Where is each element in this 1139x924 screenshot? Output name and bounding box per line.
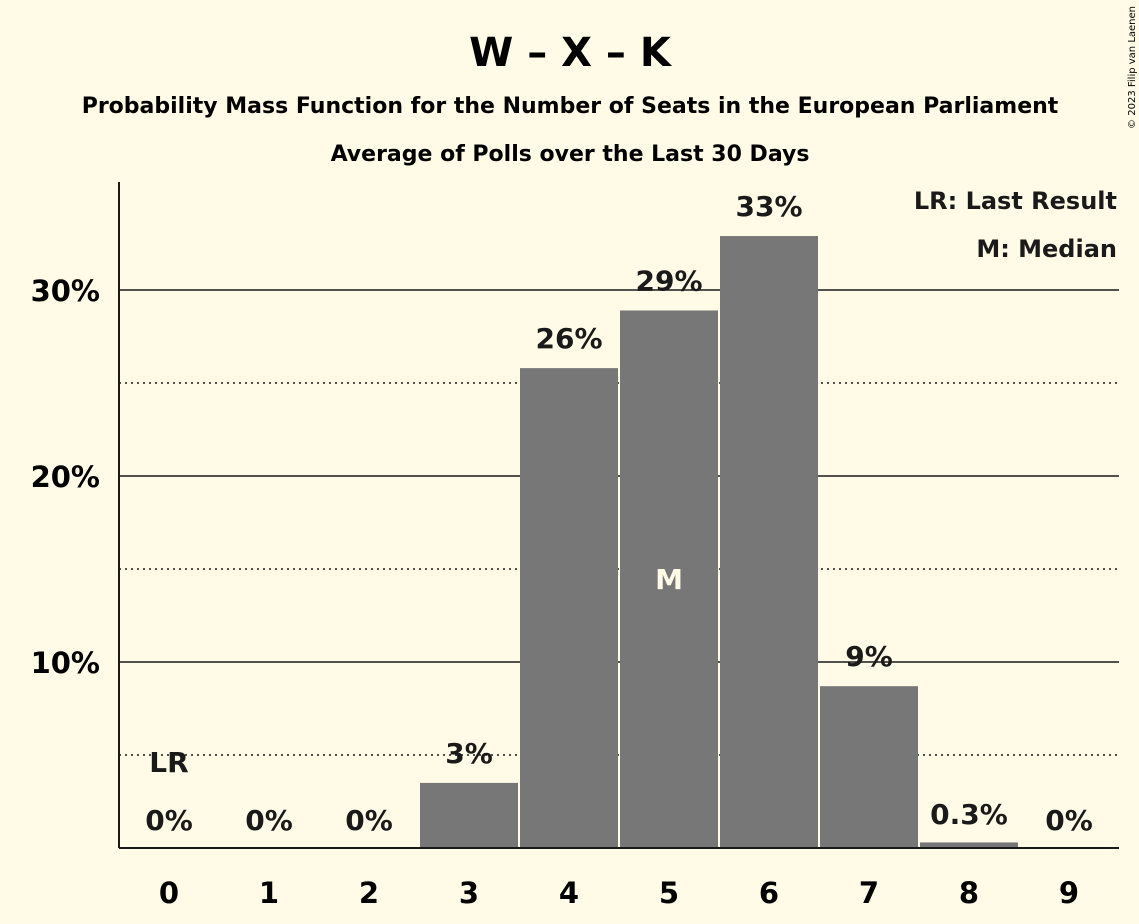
last-result-marker: LR [149, 746, 188, 779]
data-label: 0% [1045, 804, 1093, 837]
y-tick-label: 10% [31, 646, 100, 680]
axes: 10% 20% 30% 0 1 2 3 4 5 6 7 8 9 [31, 182, 1119, 910]
bar [420, 782, 518, 848]
x-tick-label: 3 [459, 876, 479, 910]
x-tick-label: 4 [559, 876, 579, 910]
data-label: 0% [145, 804, 193, 837]
chart-subtitle-2: Average of Polls over the Last 30 Days [331, 142, 810, 167]
y-tick-label: 30% [31, 274, 100, 308]
bar [920, 842, 1018, 848]
bar [720, 236, 818, 848]
y-tick-label: 20% [31, 460, 100, 494]
gridlines [119, 289, 1119, 756]
x-tick-label: 5 [659, 876, 679, 910]
bar [820, 686, 918, 848]
bar [620, 310, 718, 849]
data-label: 9% [845, 640, 893, 673]
data-label: 29% [635, 264, 702, 297]
legend-entry: M: Median [976, 235, 1117, 263]
chart-subtitle: Probability Mass Function for the Number… [82, 94, 1059, 119]
data-label: 33% [735, 190, 802, 223]
value-labels: 0% 0% 0% 3% 26% 29% 33% 9% 0.3% 0% LR M [145, 190, 1093, 837]
legend: LR: Last Result M: Median [911, 184, 1120, 266]
data-label: 0.3% [930, 798, 1008, 831]
x-tick-label: 6 [759, 876, 779, 910]
x-tick-label: 8 [959, 876, 979, 910]
x-tick-label: 1 [259, 876, 279, 910]
data-label: 26% [535, 322, 602, 355]
bars [420, 236, 1018, 849]
x-tick-label: 2 [359, 876, 379, 910]
data-label: 0% [245, 804, 293, 837]
data-label: 3% [445, 737, 493, 770]
x-tick-label: 0 [159, 876, 179, 910]
x-tick-label: 9 [1059, 876, 1079, 910]
chart-title: W – X – K [469, 30, 673, 76]
x-tick-label: 7 [859, 876, 879, 910]
data-label: 0% [345, 804, 393, 837]
bar [520, 368, 618, 848]
median-marker: M [655, 563, 683, 596]
copyright-text: © 2023 Filip van Laenen [1127, 6, 1138, 129]
legend-entry: LR: Last Result [914, 187, 1117, 215]
